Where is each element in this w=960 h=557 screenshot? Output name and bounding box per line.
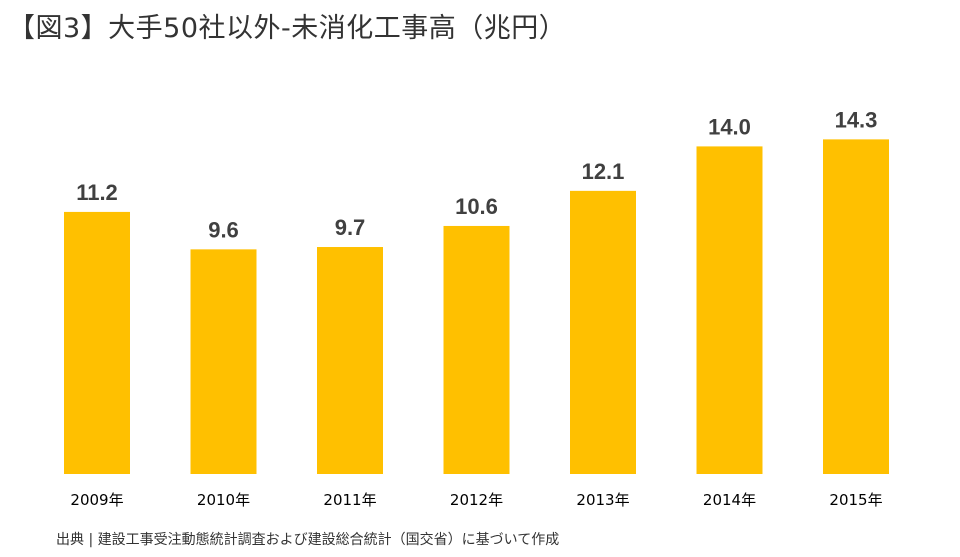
value-label: 9.6	[208, 217, 239, 242]
bar-2013年	[570, 190, 636, 475]
bar-chart: 11.2 2009年 9.6 2010年 9.7 2011年 10.6 2012年 12.1 20…	[64, 107, 889, 509]
x-tick-label: 2014年	[703, 491, 756, 509]
value-label: 11.2	[76, 180, 118, 205]
value-label: 10.6	[455, 194, 498, 219]
value-label: 14.3	[835, 107, 878, 132]
x-tick-label: 2015年	[829, 491, 882, 509]
bar-2012年	[443, 225, 510, 474]
x-tick-label: 2009年	[70, 491, 123, 509]
x-tick-label: 2010年	[197, 491, 250, 509]
bar-2011年	[317, 247, 383, 474]
x-tick-label: 2013年	[576, 491, 629, 509]
bar-2009年	[64, 211, 130, 475]
x-tick-label: 2012年	[450, 491, 503, 509]
value-label: 9.7	[335, 215, 366, 240]
bar-2010年	[190, 249, 257, 474]
chart-title: 【図3】大手50社以外-未消化工事高（兆円）	[8, 13, 567, 44]
bar-2015年	[823, 139, 889, 474]
value-label: 14.0	[708, 114, 751, 139]
bar-2014年	[696, 146, 763, 474]
source-note: 出典 | 建設工事受注動態統計調査および建設総合統計（国交省）に基づいて作成	[56, 532, 560, 548]
x-tick-label: 2011年	[323, 491, 376, 509]
value-label: 12.1	[582, 159, 625, 184]
